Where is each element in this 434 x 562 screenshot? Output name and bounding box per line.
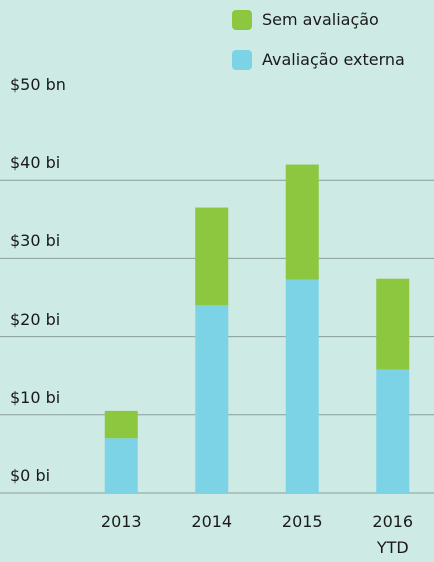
legend-label: Avaliação externa <box>262 50 405 69</box>
x-tick-label: 2014 <box>191 512 233 531</box>
y-tick-label: $0 bi <box>10 466 51 485</box>
bar-segment <box>285 279 319 493</box>
bar-segment <box>104 410 138 439</box>
y-tick-label: $40 bi <box>10 153 61 173</box>
y-tick-label: $30 bi <box>10 231 61 251</box>
x-tick-label: 2016 YTD <box>372 512 414 557</box>
bar-segment <box>285 164 319 280</box>
legend-swatch <box>232 50 252 70</box>
x-tick-label: 2015 <box>281 512 323 531</box>
bar-segment <box>195 305 229 493</box>
legend-swatch <box>232 10 252 30</box>
y-tick-label: $20 bi <box>10 309 61 329</box>
x-tick-label: 2013 <box>100 512 142 531</box>
bar-segment <box>376 369 410 493</box>
bar-segment <box>195 207 229 306</box>
bar-segment <box>104 438 138 493</box>
bar-segment <box>376 278 410 370</box>
y-tick-label: $10 bi <box>10 387 61 407</box>
legend-label: Sem avaliação <box>262 10 379 29</box>
y-tick-label: $50 bn <box>10 75 66 94</box>
